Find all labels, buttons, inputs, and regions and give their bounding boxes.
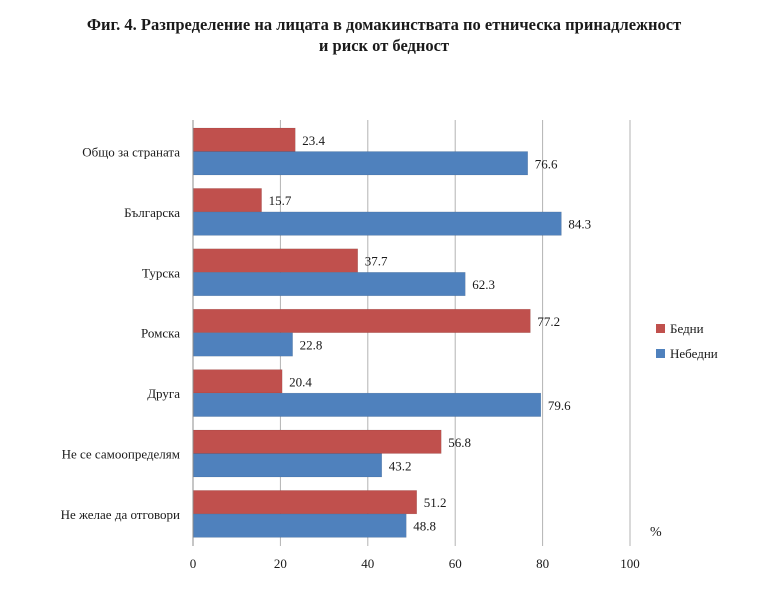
category-label: Турска	[142, 265, 180, 280]
data-label: 62.3	[472, 277, 495, 292]
data-label: 37.7	[365, 254, 388, 269]
x-tick-label: 40	[361, 556, 374, 571]
bar-poor	[192, 188, 262, 213]
data-label: 79.6	[548, 398, 571, 413]
data-label: 51.2	[424, 495, 447, 510]
bar-poor	[192, 127, 296, 152]
x-tick-label: 60	[449, 556, 462, 571]
legend: Бедни Небедни	[656, 321, 718, 361]
category-label: Друга	[147, 386, 180, 401]
x-tick-label: 20	[274, 556, 287, 571]
bars: 23.4 76.6 15.7 84.3 37.7 62.3 77.2 22.8 20.4 79.6…	[192, 127, 591, 538]
bar-non-poor	[192, 332, 293, 357]
x-axis-unit-label: %	[650, 525, 662, 540]
data-label: 20.4	[289, 374, 312, 389]
bar-non-poor	[192, 211, 562, 236]
bar-poor	[192, 490, 417, 515]
data-label: 15.7	[269, 193, 292, 208]
data-label: 22.8	[300, 337, 323, 352]
axes: 0 20 40 60 80 100 Общо за страната Българска Тур…	[61, 120, 662, 571]
gridlines	[279, 120, 631, 546]
data-label: 76.6	[535, 156, 558, 171]
bar-non-poor	[192, 272, 466, 297]
data-label: 48.8	[413, 519, 436, 534]
legend-swatch-poor	[656, 324, 665, 333]
legend-swatch-non-poor	[656, 349, 665, 358]
bar-poor	[192, 369, 283, 394]
category-label: Не желае да отговори	[61, 507, 180, 522]
chart-title: Фиг. 4. Разпределение на лицата в домаки…	[0, 14, 768, 56]
chart-title-line-1: Фиг. 4. Разпределение на лицата в домаки…	[86, 15, 682, 34]
category-label: Общо за страната	[82, 145, 180, 160]
bar-poor	[192, 429, 442, 454]
data-label: 77.2	[537, 314, 560, 329]
bar-poor	[192, 248, 358, 273]
category-label: Ромска	[141, 326, 180, 341]
bar-poor	[192, 308, 531, 333]
x-tick-label: 0	[190, 556, 197, 571]
bar-non-poor	[192, 513, 407, 538]
data-label: 56.8	[448, 435, 471, 450]
x-tick-label: 80	[536, 556, 549, 571]
bar-non-poor	[192, 392, 542, 417]
chart-title-line-2: и риск от бедност	[318, 36, 450, 55]
data-label: 43.2	[389, 458, 412, 473]
x-tick-label: 100	[620, 556, 640, 571]
bar-non-poor	[192, 453, 383, 478]
legend-label-poor: Бедни	[670, 321, 704, 336]
bar-non-poor	[192, 151, 528, 176]
category-label: Не се самоопределям	[62, 447, 180, 462]
legend-label-non-poor: Небедни	[670, 346, 718, 361]
data-label: 23.4	[302, 133, 325, 148]
category-label: Българска	[124, 205, 180, 220]
data-label: 84.3	[568, 217, 591, 232]
